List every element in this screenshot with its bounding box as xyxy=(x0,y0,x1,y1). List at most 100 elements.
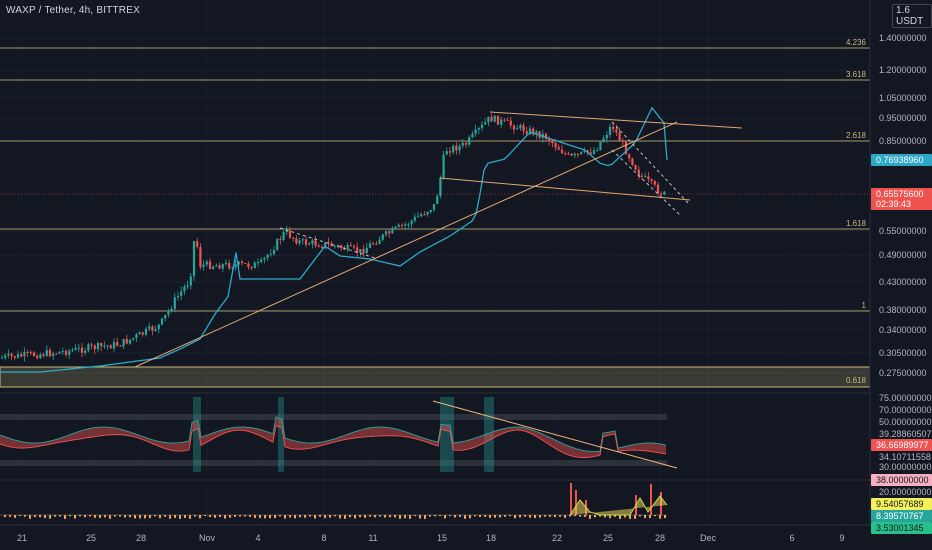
vol-bar xyxy=(64,515,66,519)
price-tick-label: 1.40000000 xyxy=(879,33,927,43)
candle xyxy=(48,349,52,357)
candle xyxy=(519,125,522,129)
candle xyxy=(119,345,122,347)
candle xyxy=(231,267,234,269)
candle xyxy=(634,165,637,170)
vol-bar xyxy=(139,515,141,519)
vol-bar xyxy=(504,515,506,517)
candle xyxy=(266,254,269,258)
candle xyxy=(52,353,55,357)
vol-bar xyxy=(584,515,586,517)
candle xyxy=(436,195,439,204)
candle xyxy=(416,216,420,218)
candle xyxy=(628,154,631,159)
vol-bar xyxy=(639,515,641,517)
candle xyxy=(384,231,388,235)
vol-bar xyxy=(599,515,601,517)
vol-bar xyxy=(224,515,226,519)
candle xyxy=(528,128,532,134)
vol-bar xyxy=(499,515,501,518)
vol-bar xyxy=(424,515,426,519)
candle xyxy=(71,349,74,351)
candle xyxy=(80,347,84,353)
candle xyxy=(199,246,202,268)
candle xyxy=(570,153,573,156)
vol-bar xyxy=(629,515,631,519)
fib-label: 1 xyxy=(862,301,867,310)
osc-highlight xyxy=(193,397,201,472)
candle xyxy=(356,247,359,253)
time-axis[interactable]: 21 25 28 Nov 4 8 11 15 18 22 25 28 Dec 6 9 xyxy=(0,524,932,543)
vol-bar xyxy=(289,515,291,518)
candle xyxy=(68,350,71,355)
price-axis[interactable]: 1.40000000 1.20000000 1.05000000 0.95000000… xyxy=(869,0,932,525)
osc-trend-line xyxy=(432,400,678,469)
candle xyxy=(365,247,368,254)
candle xyxy=(420,214,423,217)
vol-bar xyxy=(174,515,176,518)
vol-bar xyxy=(479,515,481,517)
candle xyxy=(240,261,244,264)
candle xyxy=(301,239,304,241)
fib-label: 4.236 xyxy=(846,38,867,47)
candle xyxy=(132,337,135,340)
candle xyxy=(167,310,170,315)
osc-highlight xyxy=(440,397,454,472)
axis-tag xyxy=(871,474,932,486)
candle xyxy=(551,141,554,144)
candle xyxy=(413,216,416,221)
candle xyxy=(580,151,583,155)
osc-line-a xyxy=(0,416,667,452)
candle xyxy=(663,191,666,195)
candle xyxy=(298,240,301,244)
candle xyxy=(564,153,567,155)
trend-line xyxy=(489,111,743,129)
time-tick-label: 8 xyxy=(321,533,326,543)
vol-bar xyxy=(339,515,341,519)
candle xyxy=(234,264,237,268)
time-tick-label: 28 xyxy=(655,533,665,543)
time-tick-label: 25 xyxy=(603,533,613,543)
axis-tag xyxy=(871,498,932,510)
candle xyxy=(77,347,80,349)
symbol-title[interactable]: WAXP / Tether, 4h, BITTREX xyxy=(6,5,140,16)
candle xyxy=(407,224,410,226)
time-tick-label: 25 xyxy=(86,533,96,543)
trend-lines xyxy=(134,111,743,368)
price-tick-label: 0.85000000 xyxy=(879,136,927,146)
axis-tag xyxy=(871,154,932,166)
candle xyxy=(154,328,157,331)
candle xyxy=(135,334,138,338)
vol-bar xyxy=(199,515,201,519)
candle xyxy=(544,133,548,139)
vol-bar xyxy=(509,515,511,517)
candle xyxy=(112,342,116,349)
candle xyxy=(192,241,196,277)
candle xyxy=(26,351,29,353)
price-tick-label: 1.20000000 xyxy=(879,65,927,75)
candle xyxy=(596,150,599,152)
candle xyxy=(45,349,48,356)
candle xyxy=(602,138,605,142)
time-tick-label: Dec xyxy=(700,533,717,543)
vol-bar xyxy=(439,515,441,517)
candle xyxy=(208,261,212,269)
price-tick-label: 0.95000000 xyxy=(879,113,927,123)
vol-spike xyxy=(650,484,652,515)
candle xyxy=(314,240,317,246)
candle xyxy=(653,181,656,185)
price-tick-label: 0.43000000 xyxy=(879,277,927,287)
currency-selector[interactable]: 1.6 USDT xyxy=(892,4,932,28)
time-tick-label: 21 xyxy=(17,533,27,543)
vol-bar xyxy=(344,515,346,519)
vol-bar xyxy=(624,515,626,518)
vol-bar xyxy=(229,515,231,518)
vol-bar xyxy=(4,515,6,518)
price-tags: 0.769389600.6557560002:39:4336.669899773… xyxy=(0,154,932,534)
trend-line xyxy=(134,121,678,368)
candle xyxy=(381,234,384,240)
vol-bar xyxy=(374,515,376,518)
candle xyxy=(253,262,256,269)
vol-bar xyxy=(44,515,46,518)
